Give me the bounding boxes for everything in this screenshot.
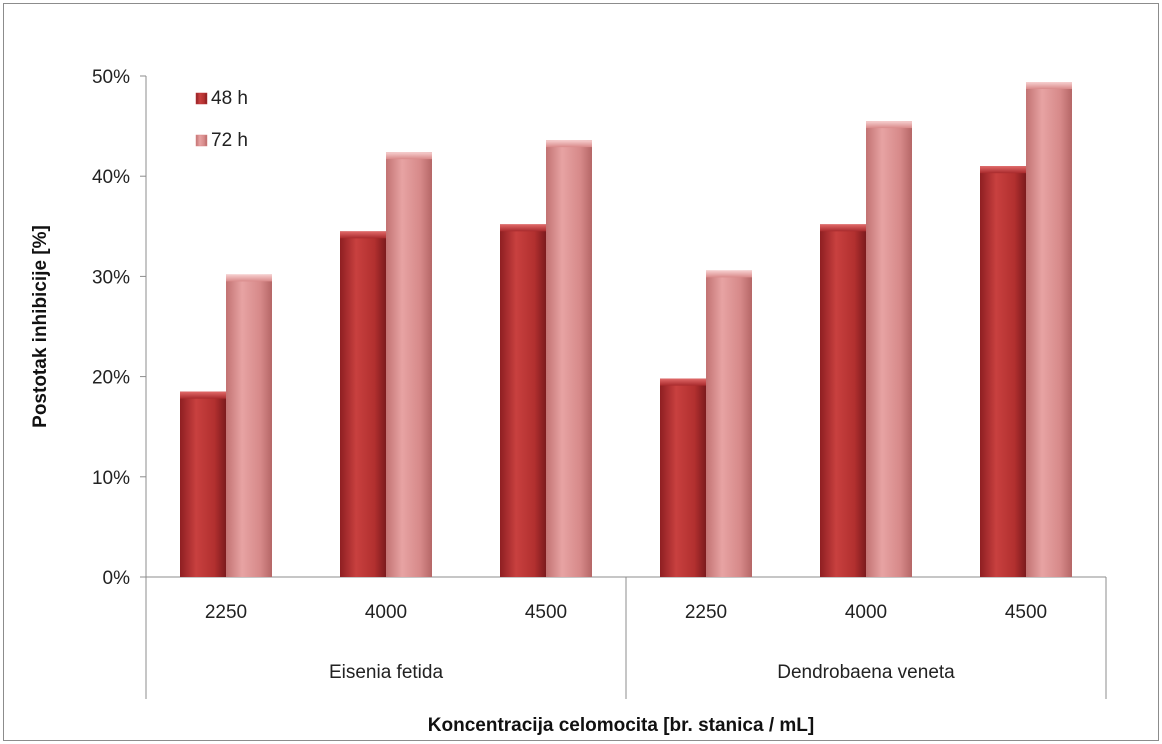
- x-tick-label: 2250: [685, 602, 727, 623]
- bar-cap: [386, 152, 432, 160]
- y-tick-label: 0%: [103, 568, 131, 589]
- x-group-label: Dendrobaena veneta: [777, 662, 955, 683]
- bar-cap: [180, 391, 226, 399]
- y-tick-label: 40%: [92, 167, 130, 188]
- x-tick-label: 4000: [365, 602, 407, 623]
- bar: [180, 391, 226, 577]
- bar-cap: [866, 121, 912, 129]
- bar-cap: [340, 231, 386, 239]
- x-tick-label: 2250: [205, 602, 247, 623]
- bar-cap: [226, 274, 272, 282]
- bar: [706, 270, 752, 577]
- bar: [546, 140, 592, 578]
- legend-swatch: [195, 92, 208, 105]
- chart-frame: 0% 10% 20% 30% 40% 50% 2250 4000 4500 2250 4000 450…: [3, 3, 1159, 741]
- labels-layer: 0% 10% 20% 30% 40% 50% 2250 4000 4500 2250 4000 450…: [30, 67, 1047, 736]
- bar-cap: [980, 166, 1026, 174]
- bar-cap: [546, 140, 592, 148]
- bar: [820, 224, 866, 577]
- bar-cap: [660, 378, 706, 386]
- bar: [226, 274, 272, 577]
- x-tick-label: 4500: [1005, 602, 1047, 623]
- legend-swatch: [195, 134, 208, 147]
- bar-chart: 0% 10% 20% 30% 40% 50% 2250 4000 4500 2250 4000 450…: [30, 67, 1107, 736]
- bar-cap: [706, 270, 752, 278]
- x-tick-label: 4000: [845, 602, 887, 623]
- x-axis-title: Koncentracija celomocita [br. stanica / …: [428, 715, 814, 736]
- y-tick-label: 30%: [92, 267, 130, 288]
- bar: [340, 231, 386, 577]
- bar-cap: [1026, 82, 1072, 90]
- bar: [500, 224, 546, 577]
- y-axis-title: Postotak inhibicije [%]: [30, 225, 51, 428]
- bar-cap: [500, 224, 546, 232]
- bars-layer: [180, 82, 1072, 578]
- legend-label: 72 h: [211, 130, 248, 151]
- bar: [660, 378, 706, 577]
- bar: [386, 152, 432, 578]
- bar: [980, 166, 1026, 577]
- legend-label: 48 h: [211, 88, 248, 109]
- x-group-label: Eisenia fetida: [329, 662, 444, 683]
- y-tick-label: 50%: [92, 67, 130, 88]
- x-tick-label: 4500: [525, 602, 567, 623]
- legend: 48 h 72 h: [195, 88, 248, 151]
- y-tick-label: 10%: [92, 468, 130, 489]
- bar: [866, 121, 912, 577]
- y-tick-label: 20%: [92, 368, 130, 389]
- bar-cap: [820, 224, 866, 232]
- bar: [1026, 82, 1072, 578]
- axes-layer: [140, 75, 1107, 699]
